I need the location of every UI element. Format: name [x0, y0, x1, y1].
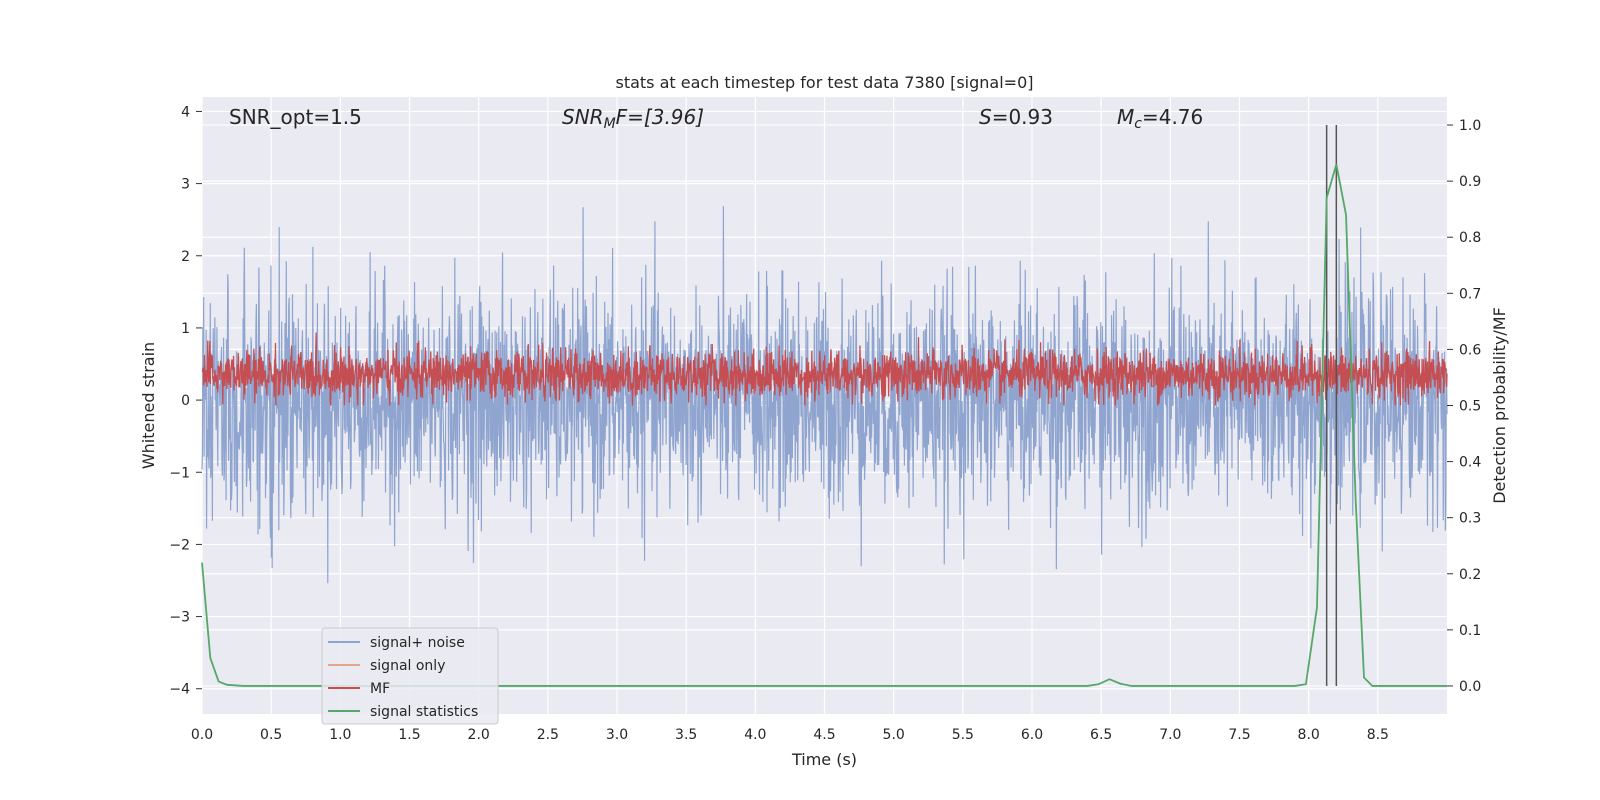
- y-left-tick-label-8: −4: [169, 682, 190, 698]
- y-left-tick-label-4: 0: [181, 393, 190, 409]
- y-right-tick-label-1: 0.1: [1459, 623, 1481, 639]
- x-tick-label-15: 7.5: [1228, 727, 1250, 743]
- legend-entry-mf: MF: [370, 681, 390, 697]
- y-left-tick-label-6: −2: [169, 537, 190, 553]
- x-tick-label-11: 5.5: [952, 727, 974, 743]
- legend-box: [321, 627, 499, 725]
- y-left-tick-label-2: 2: [181, 249, 190, 265]
- annotation-mc-subscript: c: [1134, 116, 1142, 132]
- y-right-tick-label-7: 0.7: [1459, 286, 1481, 302]
- y-left-tick-label-5: −1: [169, 465, 190, 481]
- x-tick-label-16: 8.0: [1298, 727, 1320, 743]
- annotation-snr-mf-symbol: SNR: [562, 105, 604, 129]
- x-tick-label-5: 2.5: [537, 727, 559, 743]
- x-tick-label-4: 2.0: [468, 727, 490, 743]
- legend-entry-signal-only: signal only: [370, 658, 445, 674]
- y-left-tick-label-0: 4: [181, 104, 190, 120]
- y-left-tick-label-1: 3: [181, 177, 190, 193]
- x-tick-label-1: 0.5: [260, 727, 282, 743]
- x-tick-label-17: 8.5: [1367, 727, 1389, 743]
- y-right-tick-label-2: 0.2: [1459, 567, 1481, 583]
- y-axis-label-left: Whitened strain: [139, 342, 158, 469]
- y-right-tick-label-10: 1.0: [1459, 118, 1481, 134]
- annotation-mc: Mc=4.76: [1117, 105, 1203, 132]
- y-right-tick-label-3: 0.3: [1459, 511, 1481, 527]
- annotation-s-value: =0.93: [992, 105, 1053, 129]
- legend-entry-signal-noise: signal+ noise: [370, 635, 465, 651]
- y-right-tick-label-4: 0.4: [1459, 455, 1481, 471]
- x-tick-label-7: 3.5: [675, 727, 697, 743]
- x-tick-label-14: 7.0: [1159, 727, 1181, 743]
- y-left-tick-label-3: 1: [181, 321, 190, 337]
- legend: signal+ noise signal only MF signal stat…: [321, 627, 499, 725]
- annotation-snr-mf-subscript: M: [604, 116, 616, 132]
- legend-entry-signal-statistics: signal statistics: [370, 704, 478, 720]
- y-axis-right-ticks: 0.0 0.1 0.2 0.3 0.4 0.5 0.6 0.7 0.8 0.9 1.0: [1447, 118, 1481, 695]
- y-axis-label-right: Detection probability/MF: [1490, 307, 1509, 504]
- x-tick-label-13: 6.5: [1090, 727, 1112, 743]
- y-right-tick-label-9: 0.9: [1459, 174, 1481, 190]
- annotation-snr-mf: SNRMF=[3.96]: [562, 105, 704, 132]
- y-axis-left-ticks: 4 3 2 1 0 −1 −2 −3 −4: [169, 104, 202, 698]
- annotation-snr-mf-value: F=[3.96]: [616, 105, 704, 129]
- x-tick-label-6: 3.0: [606, 727, 628, 743]
- x-tick-label-9: 4.5: [813, 727, 835, 743]
- x-axis-label: Time (s): [791, 750, 857, 769]
- chart-title: stats at each timestep for test data 738…: [615, 73, 1033, 92]
- y-right-tick-label-5: 0.5: [1459, 399, 1481, 415]
- x-tick-label-10: 5.0: [883, 727, 905, 743]
- x-tick-label-3: 1.5: [398, 727, 420, 743]
- annotation-s-symbol: S: [979, 105, 992, 129]
- annotation-s: S=0.93: [979, 105, 1053, 129]
- x-tick-label-12: 6.0: [1021, 727, 1043, 743]
- series-mf: [201, 332, 1448, 406]
- x-tick-label-8: 4.0: [744, 727, 766, 743]
- x-tick-label-2: 1.0: [329, 727, 351, 743]
- y-left-tick-label-7: −3: [169, 610, 190, 626]
- y-right-tick-label-6: 0.6: [1459, 342, 1481, 358]
- annotation-mc-symbol: M: [1117, 105, 1134, 129]
- annotation-snr-opt: SNR_opt=1.5: [229, 105, 362, 129]
- x-axis-ticks: 0.0 0.5 1.0 1.5 2.0 2.5 3.0 3.5 4.0 4.5 5.0 5.5 6.0 6…: [191, 727, 1389, 743]
- y-right-tick-label-8: 0.8: [1459, 230, 1481, 246]
- x-tick-label-0: 0.0: [191, 727, 213, 743]
- annotation-mc-value: =4.76: [1142, 105, 1203, 129]
- y-right-tick-label-0: 0.0: [1459, 679, 1481, 695]
